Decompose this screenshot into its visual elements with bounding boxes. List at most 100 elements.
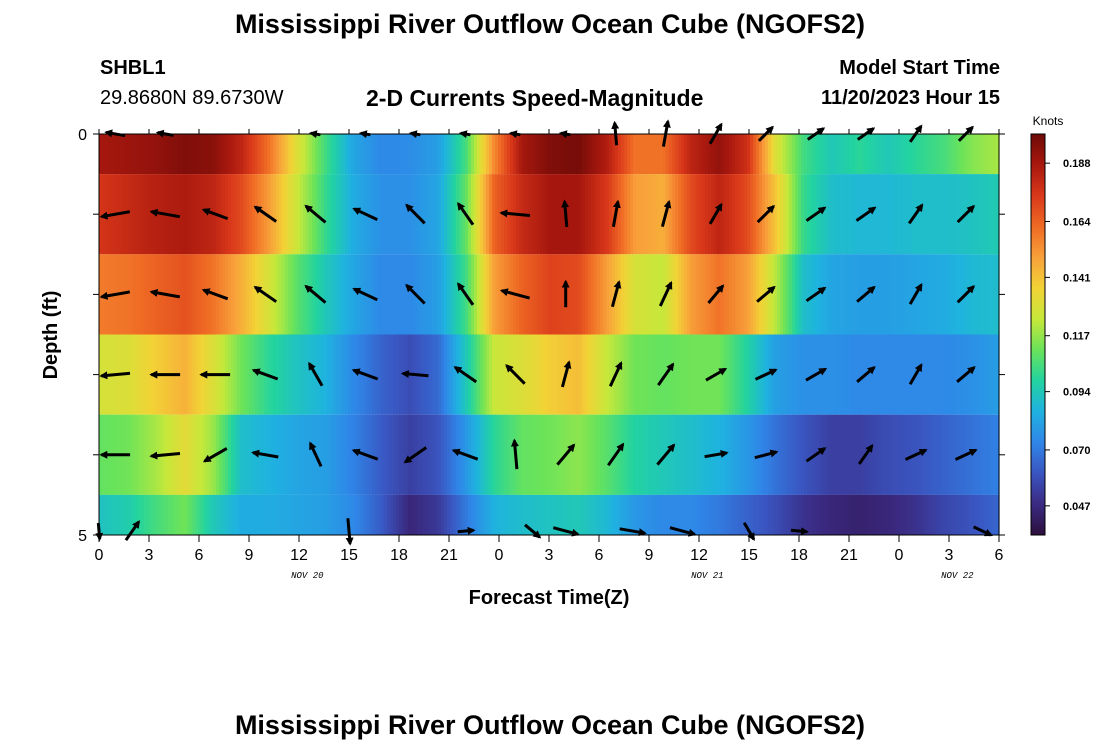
heatmap-cell	[183, 334, 187, 415]
heatmap-cell	[303, 134, 307, 175]
heatmap-cell	[396, 414, 400, 495]
heatmap-cell	[570, 174, 574, 255]
heatmap-cell	[687, 414, 691, 495]
heatmap-cell	[900, 494, 904, 535]
heatmap-cell	[933, 494, 937, 535]
heatmap-cell	[948, 334, 952, 415]
heatmap-cell	[435, 334, 439, 415]
heatmap-cell	[321, 334, 325, 415]
heatmap-cell	[741, 254, 745, 335]
heatmap-cell	[909, 174, 913, 255]
heatmap-cell	[669, 494, 673, 535]
heatmap-cell	[717, 174, 721, 255]
heatmap-cell	[630, 254, 634, 335]
current-vector	[149, 208, 181, 219]
heatmap-cell	[894, 174, 898, 255]
heatmap-cell	[327, 414, 331, 495]
heatmap-cell	[240, 134, 244, 175]
heatmap-cell	[399, 134, 403, 175]
heatmap-cell	[609, 174, 613, 255]
heatmap-cell	[234, 134, 238, 175]
current-vector	[904, 448, 928, 461]
heatmap-cell	[243, 334, 247, 415]
heatmap-cell	[576, 334, 580, 415]
station-id: SHBL1	[100, 57, 166, 79]
heatmap-cell	[204, 494, 208, 535]
heatmap-cell	[909, 414, 913, 495]
heatmap-cell	[726, 494, 730, 535]
heatmap-cell	[237, 334, 241, 415]
heatmap-cell	[318, 174, 322, 255]
heatmap-cell	[855, 494, 859, 535]
heatmap-cell	[171, 494, 175, 535]
current-vector	[660, 199, 672, 227]
current-vector	[124, 520, 141, 542]
heatmap-cell	[555, 174, 559, 255]
heatmap-cell	[984, 174, 988, 255]
heatmap-cell	[783, 254, 787, 335]
heatmap-cell	[780, 254, 784, 335]
heatmap-cell	[246, 174, 250, 255]
heatmap-cell	[783, 494, 787, 535]
heatmap-cell	[645, 134, 649, 175]
heatmap-cell	[906, 254, 910, 335]
heatmap-cell	[252, 134, 256, 175]
heatmap-cell	[852, 494, 856, 535]
heatmap-cell	[357, 494, 361, 535]
heatmap-cell	[270, 494, 274, 535]
heatmap-cell	[645, 494, 649, 535]
heatmap-cell	[123, 134, 127, 175]
heatmap-cell	[348, 334, 352, 415]
heatmap-cell	[702, 494, 706, 535]
heatmap-cell	[486, 334, 490, 415]
heatmap-cell	[801, 414, 805, 495]
heatmap-cell	[177, 494, 181, 535]
heatmap-cell	[861, 414, 865, 495]
heatmap-cell	[177, 254, 181, 335]
x-tick-label: 3	[145, 547, 154, 564]
heatmap-cell	[510, 134, 514, 175]
heatmap-cell	[117, 494, 121, 535]
heatmap-cell	[936, 334, 940, 415]
heatmap-cell	[690, 174, 694, 255]
heatmap-cell	[249, 334, 253, 415]
heatmap-cell	[720, 494, 724, 535]
current-vector	[308, 441, 323, 468]
heatmap-cell	[495, 494, 499, 535]
current-vector	[99, 210, 131, 220]
heatmap-cell	[894, 494, 898, 535]
heatmap-cell	[225, 134, 229, 175]
heatmap-cell	[852, 174, 856, 255]
heatmap-cell	[474, 494, 478, 535]
heatmap-cell	[270, 334, 274, 415]
heatmap-cell	[639, 414, 643, 495]
heatmap-cell	[291, 414, 295, 495]
heatmap-cell	[633, 494, 637, 535]
heatmap-cell	[468, 494, 472, 535]
heatmap-cell	[738, 494, 742, 535]
heatmap-cell	[456, 334, 460, 415]
heatmap-cell	[330, 254, 334, 335]
heatmap-cell	[948, 414, 952, 495]
heatmap-cell	[231, 174, 235, 255]
heatmap-cell	[612, 334, 616, 415]
heatmap-cell	[516, 494, 520, 535]
heatmap-cell	[366, 134, 370, 175]
heatmap-cell	[198, 134, 202, 175]
heatmap-cell	[864, 494, 868, 535]
heatmap-cell	[297, 494, 301, 535]
heatmap-cell	[300, 174, 304, 255]
heatmap-cell	[792, 414, 796, 495]
heatmap-cell	[528, 254, 532, 335]
heatmap-cell	[969, 494, 973, 535]
heatmap-cell	[144, 494, 148, 535]
heatmap-cell	[459, 414, 463, 495]
heatmap-cell	[618, 334, 622, 415]
heatmap-cell	[942, 494, 946, 535]
heatmap-cell	[120, 494, 124, 535]
heatmap-cell	[705, 334, 709, 415]
heatmap-cell	[552, 254, 556, 335]
heatmap-cell	[891, 254, 895, 335]
heatmap-cell	[474, 134, 478, 175]
current-vector	[956, 285, 976, 304]
